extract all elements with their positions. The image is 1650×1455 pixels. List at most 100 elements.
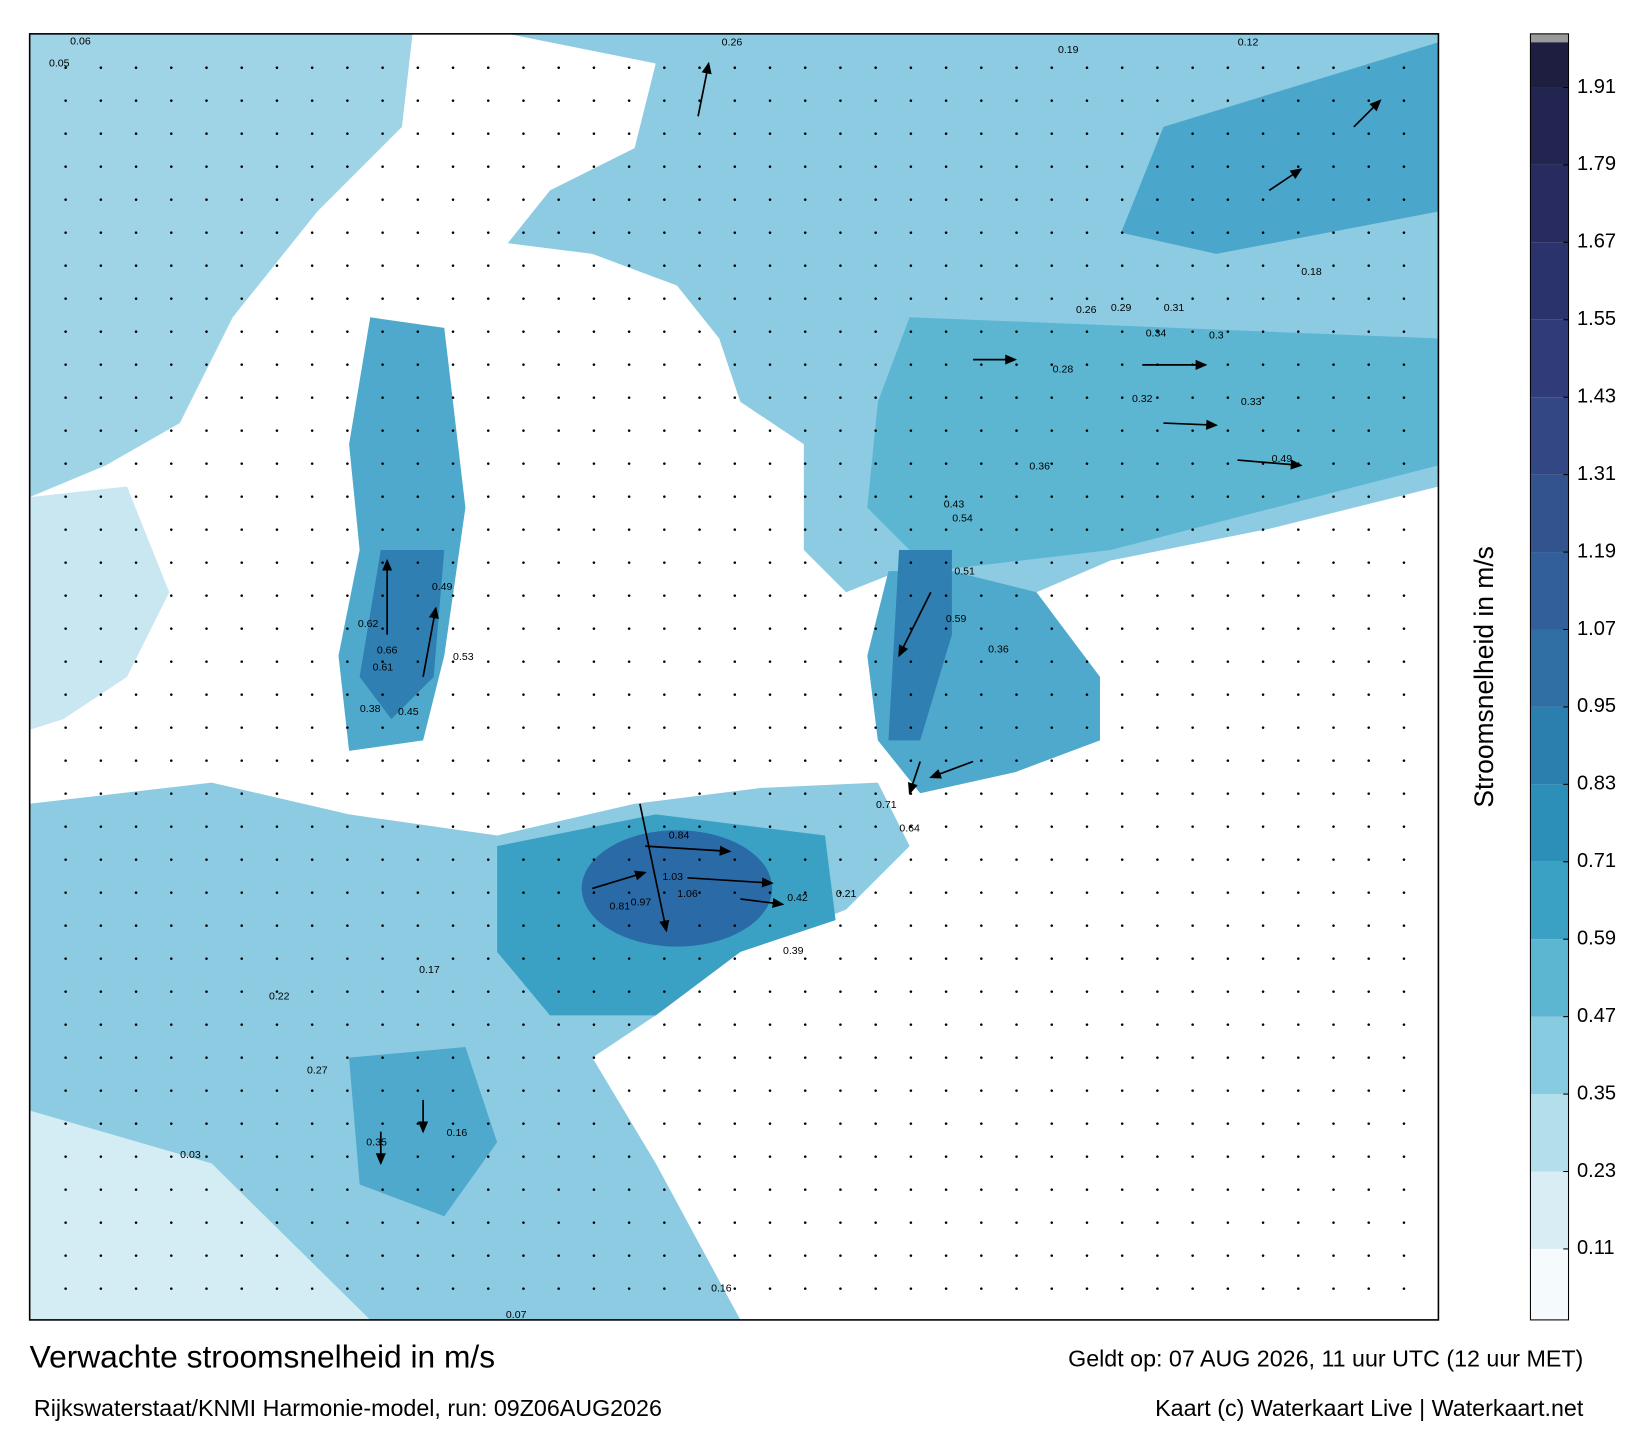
grid-dot xyxy=(627,693,631,696)
grid-dot xyxy=(1156,495,1159,498)
grid-dot xyxy=(1050,1023,1054,1026)
speed-label: 0.27 xyxy=(307,1064,328,1076)
grid-dot xyxy=(170,858,173,861)
grid-dot xyxy=(1402,1155,1406,1158)
grid-dot xyxy=(944,693,948,696)
grid-dot xyxy=(768,891,772,894)
grid-dot xyxy=(1050,1056,1054,1059)
grid-dot xyxy=(64,1155,67,1158)
grid-dot xyxy=(803,198,807,201)
grid-dot xyxy=(1261,363,1265,366)
grid-dot xyxy=(839,363,842,366)
grid-dot xyxy=(909,1188,913,1191)
arrows xyxy=(375,61,1382,1166)
grid-dot xyxy=(1156,1254,1159,1257)
grid-dot xyxy=(627,726,631,729)
grid-dot xyxy=(557,396,560,399)
grid-dot xyxy=(64,1188,67,1191)
grid-dot xyxy=(839,1089,842,1092)
grid-dot xyxy=(1015,165,1018,168)
grid-dot xyxy=(1120,891,1124,894)
grid-dot xyxy=(627,957,631,960)
grid-dot xyxy=(557,891,560,894)
grid-dot xyxy=(733,957,737,960)
grid-dot xyxy=(909,462,913,465)
grid-dot xyxy=(275,1287,279,1290)
grid-dot xyxy=(663,528,666,531)
grid-dot xyxy=(1367,726,1370,729)
grid-dot xyxy=(980,495,983,498)
grid-dot xyxy=(275,1221,279,1224)
grid-dot xyxy=(733,627,737,630)
grid-dot xyxy=(1156,264,1159,267)
grid-dot xyxy=(874,1023,877,1026)
grid-dot xyxy=(486,891,490,894)
grid-dot xyxy=(451,429,455,432)
grid-dot xyxy=(451,1122,455,1125)
grid-dot xyxy=(240,495,243,498)
grid-dot xyxy=(557,132,560,135)
grid-dot xyxy=(1261,1122,1265,1125)
grid-dot xyxy=(944,891,948,894)
grid-dot xyxy=(416,924,420,927)
grid-dot xyxy=(346,627,349,630)
grid-dot xyxy=(1156,297,1159,300)
grid-dot xyxy=(64,330,67,333)
grid-dot xyxy=(1402,990,1406,993)
grid-dot xyxy=(1015,1254,1018,1257)
grid-dot xyxy=(874,495,877,498)
speed-label: 0.16 xyxy=(711,1282,732,1294)
grid-dot xyxy=(557,924,560,927)
grid-dot xyxy=(381,1089,384,1092)
grid-dot xyxy=(1402,858,1406,861)
arrow xyxy=(687,876,774,888)
grid-dot xyxy=(1297,1287,1300,1290)
grid-dot xyxy=(557,1188,560,1191)
grid-dot xyxy=(1402,495,1406,498)
grid-dot xyxy=(134,1023,138,1026)
grid-dot xyxy=(1367,363,1370,366)
grid-dot xyxy=(205,891,208,894)
grid-dot xyxy=(1367,825,1370,828)
grid-dot xyxy=(275,99,279,102)
grid-dot xyxy=(522,1056,525,1059)
grid-dot xyxy=(1120,363,1124,366)
grid-dot xyxy=(64,957,67,960)
grid-dot xyxy=(557,1056,560,1059)
grid-dot xyxy=(803,132,807,135)
grid-dot xyxy=(1226,825,1230,828)
grid-dot xyxy=(170,1254,173,1257)
grid-dot xyxy=(839,1155,842,1158)
grid-dot xyxy=(1120,1122,1124,1125)
speed-labels: 0.06 0.05 0.26 0.12 0.19 0.66 0.61 0.49 … xyxy=(49,35,1322,1319)
colorbar-band xyxy=(1530,1094,1569,1172)
colorbar-cap xyxy=(1530,33,1569,43)
grid-dot xyxy=(346,1122,349,1125)
grid-dot xyxy=(99,1122,103,1125)
grid-dot xyxy=(451,528,455,531)
grid-dot xyxy=(1120,1188,1124,1191)
colorbar-band xyxy=(1530,397,1569,475)
grid-dot xyxy=(839,627,842,630)
grid-dot xyxy=(275,1056,279,1059)
grid-dot xyxy=(874,693,877,696)
grid-dot xyxy=(663,1155,666,1158)
grid-dot xyxy=(557,429,560,432)
grid-dot xyxy=(944,429,948,432)
grid-dot xyxy=(1191,264,1194,267)
grid-dot xyxy=(874,1155,877,1158)
grid-dot xyxy=(381,627,384,630)
grid-dot xyxy=(170,330,173,333)
grid-dot xyxy=(522,957,525,960)
grid-dot xyxy=(451,627,455,630)
grid-dot xyxy=(275,231,279,234)
grid-dot xyxy=(980,66,983,69)
grid-dot xyxy=(381,132,384,135)
grid-dot xyxy=(909,66,913,69)
grid-dot xyxy=(1367,396,1370,399)
grid-dot xyxy=(1120,297,1124,300)
grid-dot xyxy=(698,594,701,597)
grid-dot xyxy=(486,1155,490,1158)
grid-dot xyxy=(1226,297,1230,300)
grid-dot xyxy=(275,495,279,498)
